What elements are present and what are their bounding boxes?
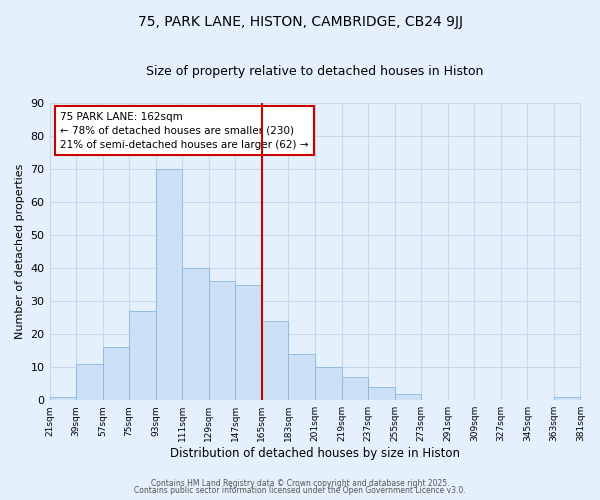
Bar [76, 364, 103, 400]
Bar [209, 281, 235, 400]
Y-axis label: Number of detached properties: Number of detached properties [15, 164, 25, 339]
Bar [235, 284, 262, 400]
Bar [50, 397, 76, 400]
Bar [315, 367, 341, 400]
Bar [395, 394, 421, 400]
Bar [368, 387, 395, 400]
Title: Size of property relative to detached houses in Histon: Size of property relative to detached ho… [146, 65, 484, 78]
Bar [182, 268, 209, 400]
Bar [554, 397, 580, 400]
X-axis label: Distribution of detached houses by size in Histon: Distribution of detached houses by size … [170, 447, 460, 460]
Text: Contains HM Land Registry data © Crown copyright and database right 2025.: Contains HM Land Registry data © Crown c… [151, 478, 449, 488]
Bar [156, 169, 182, 400]
Bar [129, 311, 156, 400]
Text: Contains public sector information licensed under the Open Government Licence v3: Contains public sector information licen… [134, 486, 466, 495]
Bar [289, 354, 315, 400]
Text: 75 PARK LANE: 162sqm
← 78% of detached houses are smaller (230)
21% of semi-deta: 75 PARK LANE: 162sqm ← 78% of detached h… [60, 112, 308, 150]
Bar [103, 348, 129, 400]
Bar [262, 321, 289, 400]
Bar [341, 377, 368, 400]
Text: 75, PARK LANE, HISTON, CAMBRIDGE, CB24 9JJ: 75, PARK LANE, HISTON, CAMBRIDGE, CB24 9… [137, 15, 463, 29]
